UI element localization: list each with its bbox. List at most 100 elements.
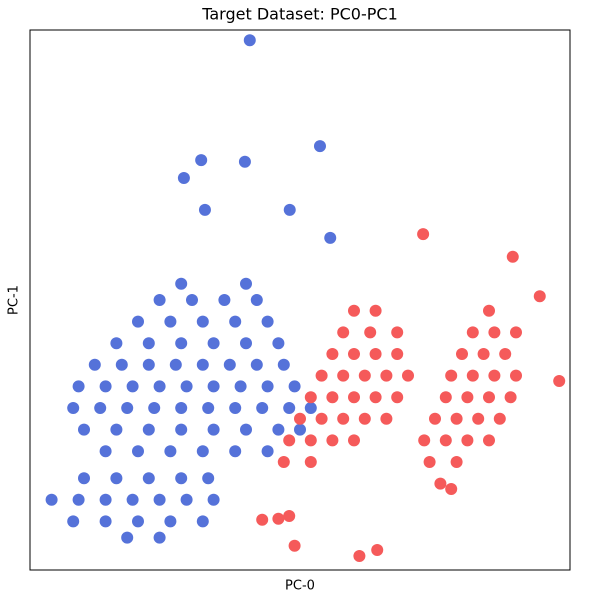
point bbox=[153, 380, 166, 393]
point bbox=[461, 434, 474, 447]
point bbox=[324, 231, 337, 244]
point bbox=[121, 402, 134, 414]
point bbox=[148, 402, 161, 414]
point bbox=[186, 294, 198, 306]
point bbox=[110, 337, 123, 350]
point bbox=[358, 412, 371, 425]
point bbox=[337, 412, 350, 425]
point bbox=[461, 391, 474, 404]
point bbox=[153, 531, 166, 544]
point bbox=[488, 326, 501, 339]
point bbox=[195, 154, 208, 167]
point bbox=[483, 391, 495, 404]
point bbox=[94, 402, 107, 414]
point bbox=[445, 369, 458, 382]
y-axis-label: PC-1 bbox=[7, 285, 22, 315]
point bbox=[250, 294, 263, 306]
point bbox=[429, 412, 441, 425]
point bbox=[207, 493, 220, 506]
point bbox=[466, 326, 479, 339]
point bbox=[78, 472, 90, 485]
point bbox=[450, 412, 463, 425]
point bbox=[78, 423, 90, 436]
point bbox=[229, 315, 242, 328]
point bbox=[348, 348, 360, 360]
point bbox=[256, 402, 269, 414]
point bbox=[369, 348, 382, 360]
point bbox=[177, 171, 190, 184]
point bbox=[283, 402, 296, 414]
point bbox=[261, 380, 274, 393]
point bbox=[294, 412, 306, 425]
point bbox=[283, 203, 296, 216]
point bbox=[315, 412, 328, 425]
point bbox=[202, 402, 215, 414]
point bbox=[126, 380, 139, 393]
point bbox=[132, 445, 144, 458]
point bbox=[348, 304, 360, 317]
point bbox=[504, 391, 517, 404]
point bbox=[450, 456, 463, 468]
point bbox=[272, 423, 285, 436]
point bbox=[391, 348, 404, 360]
point bbox=[304, 434, 317, 447]
point bbox=[196, 358, 209, 371]
point bbox=[180, 380, 193, 393]
point bbox=[175, 472, 188, 485]
point bbox=[240, 337, 252, 350]
point bbox=[439, 434, 452, 447]
point bbox=[153, 294, 166, 306]
point bbox=[272, 512, 285, 525]
point bbox=[207, 423, 220, 436]
chart-title: Target Dataset: PC0-PC1 bbox=[201, 5, 398, 24]
point bbox=[67, 402, 80, 414]
point bbox=[391, 391, 404, 404]
point bbox=[153, 493, 166, 506]
point bbox=[445, 483, 458, 495]
point bbox=[175, 277, 188, 290]
point bbox=[510, 326, 522, 339]
point bbox=[169, 358, 182, 371]
point bbox=[234, 380, 247, 393]
point bbox=[423, 456, 436, 468]
point bbox=[277, 358, 290, 371]
point bbox=[229, 445, 242, 458]
point bbox=[99, 493, 112, 506]
point bbox=[72, 380, 85, 393]
x-axis-label: PC-0 bbox=[285, 579, 315, 594]
point bbox=[472, 412, 485, 425]
point bbox=[358, 369, 371, 382]
point bbox=[488, 369, 501, 382]
point bbox=[434, 477, 447, 490]
point bbox=[250, 358, 263, 371]
point bbox=[207, 337, 220, 350]
point bbox=[110, 472, 123, 485]
point bbox=[315, 369, 328, 382]
point bbox=[456, 348, 468, 360]
point bbox=[533, 290, 546, 303]
point bbox=[180, 493, 193, 506]
point bbox=[418, 434, 431, 447]
point bbox=[369, 391, 382, 404]
point bbox=[45, 493, 58, 506]
point bbox=[371, 544, 384, 557]
point bbox=[337, 326, 350, 339]
point bbox=[132, 515, 144, 528]
point bbox=[348, 434, 360, 447]
point bbox=[164, 445, 177, 458]
point bbox=[477, 348, 490, 360]
point bbox=[510, 369, 522, 382]
point bbox=[499, 348, 512, 360]
point bbox=[142, 472, 155, 485]
point bbox=[164, 515, 177, 528]
point bbox=[142, 423, 155, 436]
point bbox=[313, 140, 326, 153]
point bbox=[218, 294, 231, 306]
point bbox=[238, 155, 251, 168]
point bbox=[175, 337, 188, 350]
point bbox=[132, 315, 144, 328]
point bbox=[196, 445, 209, 458]
point bbox=[198, 203, 211, 216]
point bbox=[326, 434, 339, 447]
